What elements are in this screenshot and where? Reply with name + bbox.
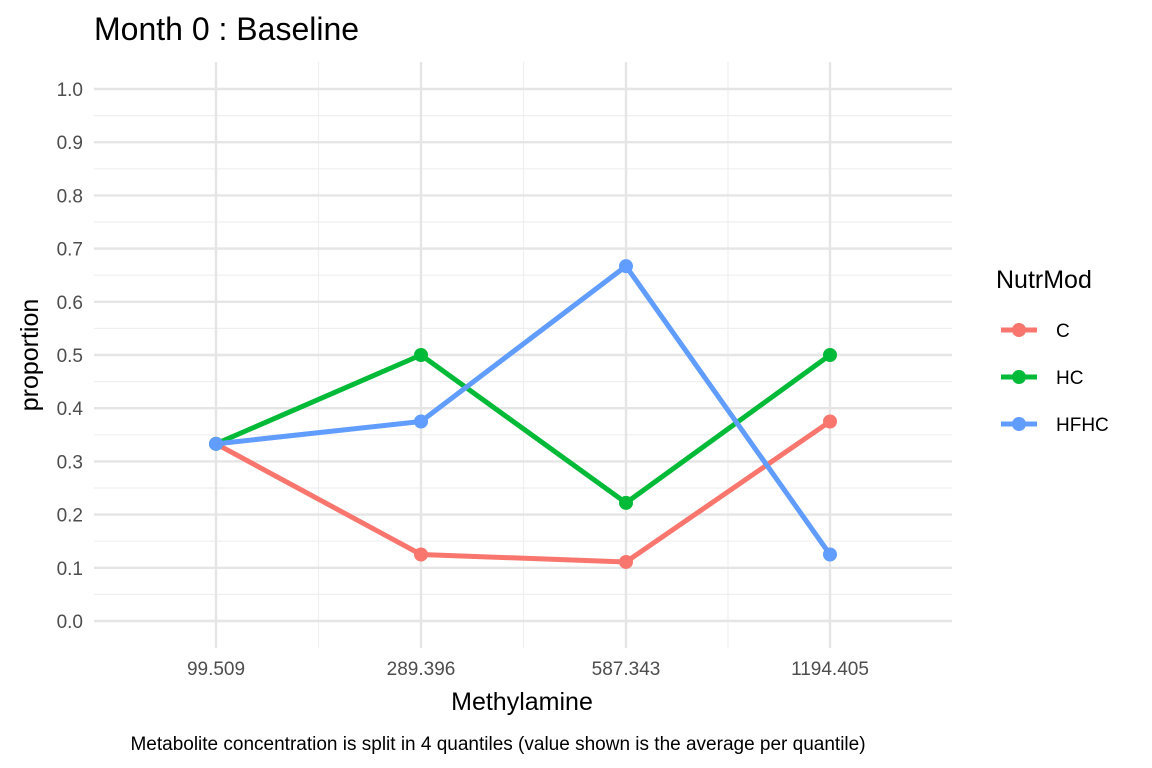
legend-item-hc: HC [1001,368,1083,389]
data-point [619,495,633,510]
legend-key-point [1012,417,1026,431]
legend-title: NutrMod [996,266,1092,294]
grid [94,62,952,648]
y-tick-label: 0.0 [57,612,83,633]
x-tick-label: 289.396 [387,659,456,680]
y-tick-label: 0.4 [57,399,84,420]
data-point [619,554,633,569]
y-tick-label: 0.2 [57,506,83,527]
legend-item-hfhc: HFHC [1001,415,1109,436]
x-axis-title: Methylamine [451,688,593,716]
data-point [823,348,837,362]
series-layer [209,259,837,569]
data-point [414,414,428,429]
legend-label: C [1056,321,1070,342]
y-tick-label: 0.3 [57,452,83,473]
series-line [215,263,833,556]
data-point [619,259,633,274]
x-axis-ticks: 99.509 289.396 587.343 1194.405 [187,659,869,680]
y-tick-label: 0.5 [57,346,83,367]
data-point [414,547,428,562]
legend-label: HFHC [1056,415,1109,436]
legend: NutrMod C HC HFHC [996,266,1109,436]
series-hfhc [209,259,837,562]
y-tick-label: 0.7 [57,240,83,261]
x-tick-label: 99.509 [187,659,245,680]
x-tick-label: 587.343 [592,659,661,680]
legend-key-point [1012,370,1026,384]
legend-item-c: C [1001,321,1070,342]
y-tick-label: 1.0 [57,80,83,101]
chart-title: Month 0 : Baseline [94,11,359,47]
legend-label: HC [1056,368,1083,389]
caption: Metabolite concentration is split in 4 q… [130,734,865,755]
y-tick-label: 0.9 [57,133,83,154]
y-tick-label: 0.1 [57,559,83,580]
data-point [209,436,223,451]
data-point [414,348,428,362]
y-tick-label: 0.6 [57,293,83,314]
series-line [215,352,832,506]
y-tick-label: 0.8 [57,186,83,207]
x-tick-label: 1194.405 [791,659,869,680]
data-point [823,414,837,429]
series-line [214,419,832,565]
data-point [823,547,837,562]
y-axis-ticks: 0.0 0.1 0.2 0.3 0.4 0.5 0.6 0.7 0.8 0.9 1.0 [57,80,84,633]
legend-key-point [1012,323,1026,337]
y-axis-title: proportion [16,299,44,412]
